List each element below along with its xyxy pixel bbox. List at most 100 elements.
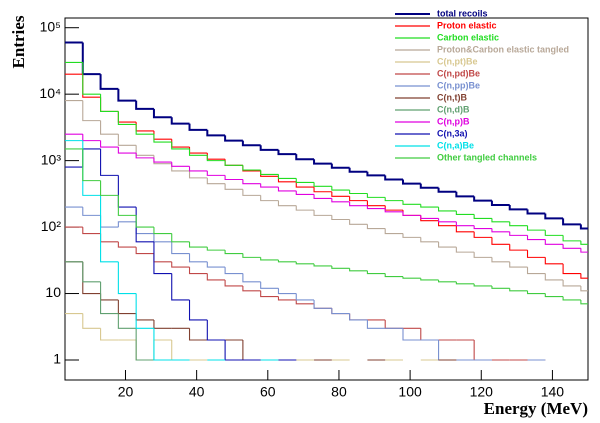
hist-bin	[100, 281, 119, 315]
hist-bin	[260, 170, 279, 175]
hist-bin	[99, 74, 119, 90]
hist-bin	[82, 62, 101, 95]
legend-label: C(n,pp)Be	[437, 80, 480, 90]
hist-bin	[509, 231, 528, 236]
hist-bin	[224, 250, 243, 255]
hist-bin	[455, 247, 475, 253]
legend-label: C(n,a)Be	[437, 140, 474, 150]
y-tick-label: 10⁴	[39, 85, 61, 101]
hist-bin	[544, 273, 564, 281]
hist-bin	[562, 244, 581, 249]
hist-bin	[295, 261, 315, 265]
hist-bin	[117, 313, 137, 329]
hist-bin	[526, 209, 546, 215]
hist-bin	[206, 261, 226, 268]
x-tick-label: 40	[189, 384, 205, 400]
y-tick-label: 10	[45, 284, 61, 300]
hist-bin	[100, 148, 119, 176]
hist-bin	[117, 111, 137, 123]
hist-bin	[544, 257, 564, 265]
legend-label: C(n,p)B	[437, 116, 470, 126]
hist-bin	[384, 228, 403, 235]
hist-bin	[580, 299, 588, 305]
hist-bin	[82, 261, 101, 283]
legend-label: C(n,t)B	[437, 92, 467, 102]
hist-bin	[117, 134, 137, 146]
hist-bin	[420, 204, 439, 208]
hist-bin	[153, 241, 172, 275]
hist-bin	[153, 130, 172, 140]
hist-bin	[171, 233, 190, 243]
hist-bin	[277, 259, 297, 263]
hist-bin	[206, 319, 226, 341]
hist-bin	[473, 283, 492, 287]
hist-bin	[437, 187, 457, 193]
hist-bin	[82, 148, 101, 168]
hist-bin	[438, 339, 457, 361]
hist-bin	[438, 207, 457, 212]
hist-bin	[491, 285, 510, 289]
hist-bin	[420, 328, 439, 341]
hist-bin	[544, 230, 564, 236]
hist-bin	[242, 339, 261, 361]
hist-bin	[313, 159, 332, 165]
hist-bin	[562, 279, 581, 287]
hist-bin	[117, 88, 137, 102]
hist-bin	[188, 166, 208, 172]
hist-bin	[349, 201, 368, 207]
hist-bin	[562, 218, 581, 226]
hist-bin	[331, 186, 350, 191]
hist-bin	[171, 142, 190, 150]
hist-bin	[313, 299, 332, 309]
hist-bin	[242, 285, 261, 292]
hist-bin	[455, 210, 475, 215]
hist-bin	[295, 178, 315, 183]
hist-bin	[455, 221, 475, 227]
y-axis-title: Entries	[9, 15, 28, 68]
hist-bin	[100, 140, 119, 148]
hist-bin	[242, 165, 261, 171]
hist-bin	[313, 194, 332, 199]
hist-bin	[117, 147, 137, 154]
hist-bin	[295, 205, 315, 211]
hist-bin	[509, 288, 528, 292]
hist-bin	[260, 281, 279, 289]
hist-bin	[526, 235, 546, 241]
hist-bin	[117, 195, 137, 216]
legend-label: Carbon elastic	[437, 32, 499, 42]
hist-bin	[135, 339, 154, 361]
hist-bin	[188, 170, 208, 179]
hist-bin	[384, 197, 403, 202]
hist-bin	[117, 221, 137, 228]
hist-bin	[153, 253, 172, 263]
hist-bin	[153, 134, 172, 143]
hist-bin	[100, 97, 119, 112]
hist-bin	[579, 224, 588, 230]
hist-bin	[135, 221, 154, 235]
hist-bin	[171, 273, 190, 301]
hist-bin	[295, 299, 315, 305]
hist-bin	[277, 174, 297, 179]
hist-bin	[366, 171, 386, 177]
x-tick-label: 20	[118, 384, 134, 400]
hist-bin	[117, 111, 137, 126]
hist-bin	[170, 117, 190, 125]
hist-bin	[135, 100, 154, 110]
hist-bin	[331, 191, 350, 197]
hist-bin	[508, 204, 528, 211]
hist-bin	[544, 213, 564, 220]
hist-bin	[330, 163, 350, 169]
hist-bin	[135, 293, 154, 329]
hist-bin	[171, 339, 190, 361]
hist-bin	[82, 148, 101, 182]
hist-bin	[171, 139, 190, 148]
hist-bin	[438, 241, 457, 248]
hist-bin	[242, 179, 261, 185]
hist-bin	[188, 253, 208, 263]
hist-bin	[295, 190, 315, 195]
hist-bin	[224, 159, 243, 166]
hist-bin	[491, 228, 510, 233]
hist-bin	[349, 313, 368, 321]
hist-bin	[224, 160, 243, 166]
